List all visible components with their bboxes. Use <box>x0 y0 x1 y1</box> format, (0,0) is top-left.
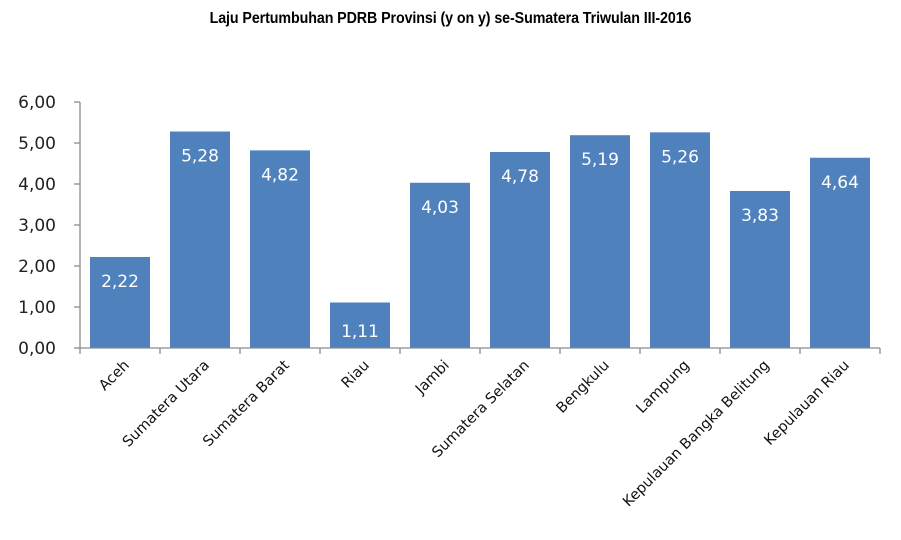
bar-jambi: 4,03 <box>410 182 470 348</box>
y-tick-label: 3,00 <box>18 216 56 236</box>
bar-value-label: 5,19 <box>581 150 619 170</box>
bar-value-label: 1,11 <box>341 322 379 342</box>
x-category-label: Riau <box>339 358 373 392</box>
bar-rect <box>810 157 870 348</box>
y-tick-label: 2,00 <box>18 257 56 277</box>
bar-value-label: 4,64 <box>821 173 859 193</box>
chart-title: Laju Pertumbuhan PDRB Provinsi (y on y) … <box>209 10 692 27</box>
bar-riau: 1,11 <box>330 302 390 348</box>
bar-value-label: 2,22 <box>101 272 139 292</box>
bar-value-label: 5,26 <box>661 147 699 167</box>
x-category-label: Sumatera Utara <box>120 358 213 451</box>
bar-rect <box>330 302 390 348</box>
x-category-label: Bengkulu <box>554 358 613 417</box>
y-tick-label: 4,00 <box>18 175 56 195</box>
x-category-label: Kepulauan Riau <box>762 358 853 449</box>
bar-value-label: 4,82 <box>261 165 299 185</box>
bar-value-label: 4,03 <box>421 198 459 218</box>
x-category-label: Kepulauan Bangka Belitung <box>620 358 773 511</box>
bar-value-label: 3,83 <box>741 206 779 226</box>
y-tick-label: 1,00 <box>18 298 56 318</box>
bar-rect <box>250 150 310 348</box>
bar-kepulauan-bangka-belitung: 3,83 <box>730 190 790 348</box>
x-category-label: Sumatera Barat <box>200 357 293 450</box>
bar-aceh: 2,22 <box>90 256 150 348</box>
x-category-label: Aceh <box>96 358 133 395</box>
y-tick-label: 6,00 <box>18 93 56 113</box>
bar-rect <box>90 256 150 348</box>
bar-bengkulu: 5,19 <box>570 135 630 348</box>
bar-kepulauan-riau: 4,64 <box>810 157 870 348</box>
bar-value-label: 4,78 <box>501 167 539 187</box>
bar-value-label: 5,28 <box>181 147 219 167</box>
bar-rect <box>410 182 470 348</box>
bar-rect <box>570 135 630 348</box>
y-axis: 0,00 1,00 2,00 3,00 4,00 5,00 6,00 <box>18 93 81 359</box>
x-category-label: Lampung <box>634 358 693 417</box>
bar-sumatera-selatan: 4,78 <box>490 152 550 348</box>
x-category-label: Jambi <box>412 358 453 399</box>
bar-rect <box>650 132 710 348</box>
bar-sumatera-utara: 5,28 <box>170 131 230 348</box>
bar-sumatera-barat: 4,82 <box>250 150 310 348</box>
bar-rect <box>490 152 550 348</box>
bars: 2,22 5,28 4,82 1,11 4,03 4,78 5,19 5,26 3,83 4,64 <box>90 131 870 348</box>
bar-lampung: 5,26 <box>650 132 710 348</box>
bar-rect <box>170 131 230 348</box>
y-tick-label: 5,00 <box>18 134 56 154</box>
y-tick-label: 0,00 <box>18 339 56 359</box>
bar-rect <box>730 190 790 348</box>
